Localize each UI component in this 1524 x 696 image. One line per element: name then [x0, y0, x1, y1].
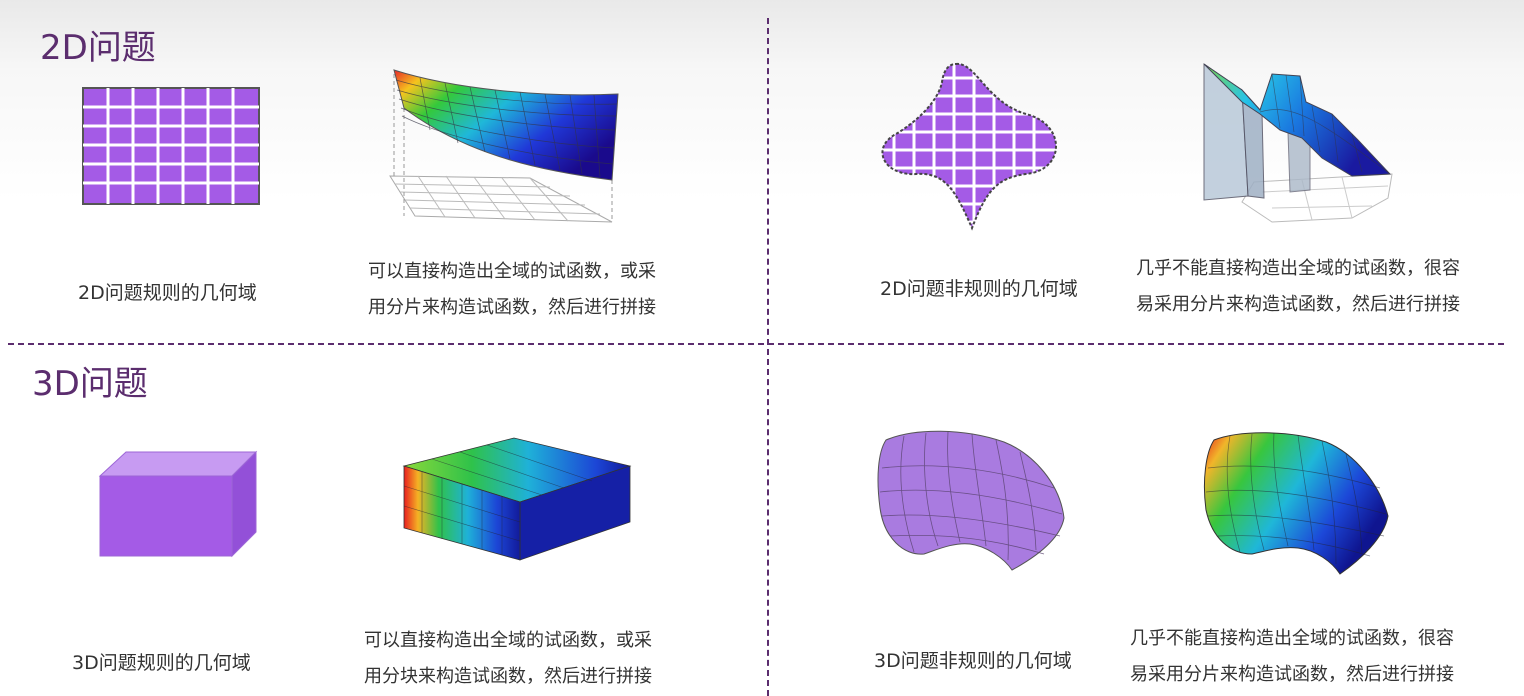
description-line: 易采用分片来构造试函数，然后进行拼接	[1130, 664, 1454, 685]
description-line: 几乎不能直接构造出全域的试函数，很容	[1130, 628, 1454, 649]
description-3d-irregular: 几乎不能直接构造出全域的试函数，很容 易采用分片来构造试函数，然后进行拼接	[1130, 621, 1454, 693]
section-title-2d: 2D问题	[40, 28, 156, 68]
box-domain-3d	[98, 450, 258, 558]
description-line: 用分块来构造试函数，然后进行拼接	[364, 666, 652, 687]
section-title-3d: 3D问题	[32, 364, 148, 404]
vertical-divider	[767, 18, 769, 696]
description-2d-irregular: 几乎不能直接构造出全域的试函数，很容 易采用分片来构造试函数，然后进行拼接	[1136, 251, 1460, 323]
description-3d-regular: 可以直接构造出全域的试函数，或采 用分块来构造试函数，然后进行拼接	[364, 623, 652, 695]
description-line: 易采用分片来构造试函数，然后进行拼接	[1136, 294, 1460, 315]
irregular-solid-plot-3d	[1203, 432, 1389, 575]
caption-2d-regular: 2D问题规则的几何域	[78, 282, 257, 304]
surface-plot-2d-regular	[389, 69, 619, 223]
block-plot-3d-regular	[402, 437, 632, 561]
description-line: 用分片来构造试函数，然后进行拼接	[368, 297, 656, 318]
surface-plot-2d-irregular	[1203, 63, 1393, 223]
description-line: 可以直接构造出全域的试函数，或采	[364, 630, 652, 651]
caption-3d-regular: 3D问题规则的几何域	[72, 652, 251, 674]
horizontal-divider	[8, 343, 1504, 345]
description-line: 几乎不能直接构造出全域的试函数，很容	[1136, 258, 1460, 279]
caption-2d-irregular: 2D问题非规则的几何域	[880, 278, 1078, 300]
description-line: 可以直接构造出全域的试函数，或采	[368, 261, 656, 282]
irregular-solid-domain-3d	[877, 430, 1065, 571]
rectangle-grid-domain	[82, 87, 260, 205]
irregular-grid-domain	[881, 62, 1057, 231]
description-2d-regular: 可以直接构造出全域的试函数，或采 用分片来构造试函数，然后进行拼接	[368, 254, 656, 326]
caption-3d-irregular: 3D问题非规则的几何域	[874, 650, 1072, 672]
